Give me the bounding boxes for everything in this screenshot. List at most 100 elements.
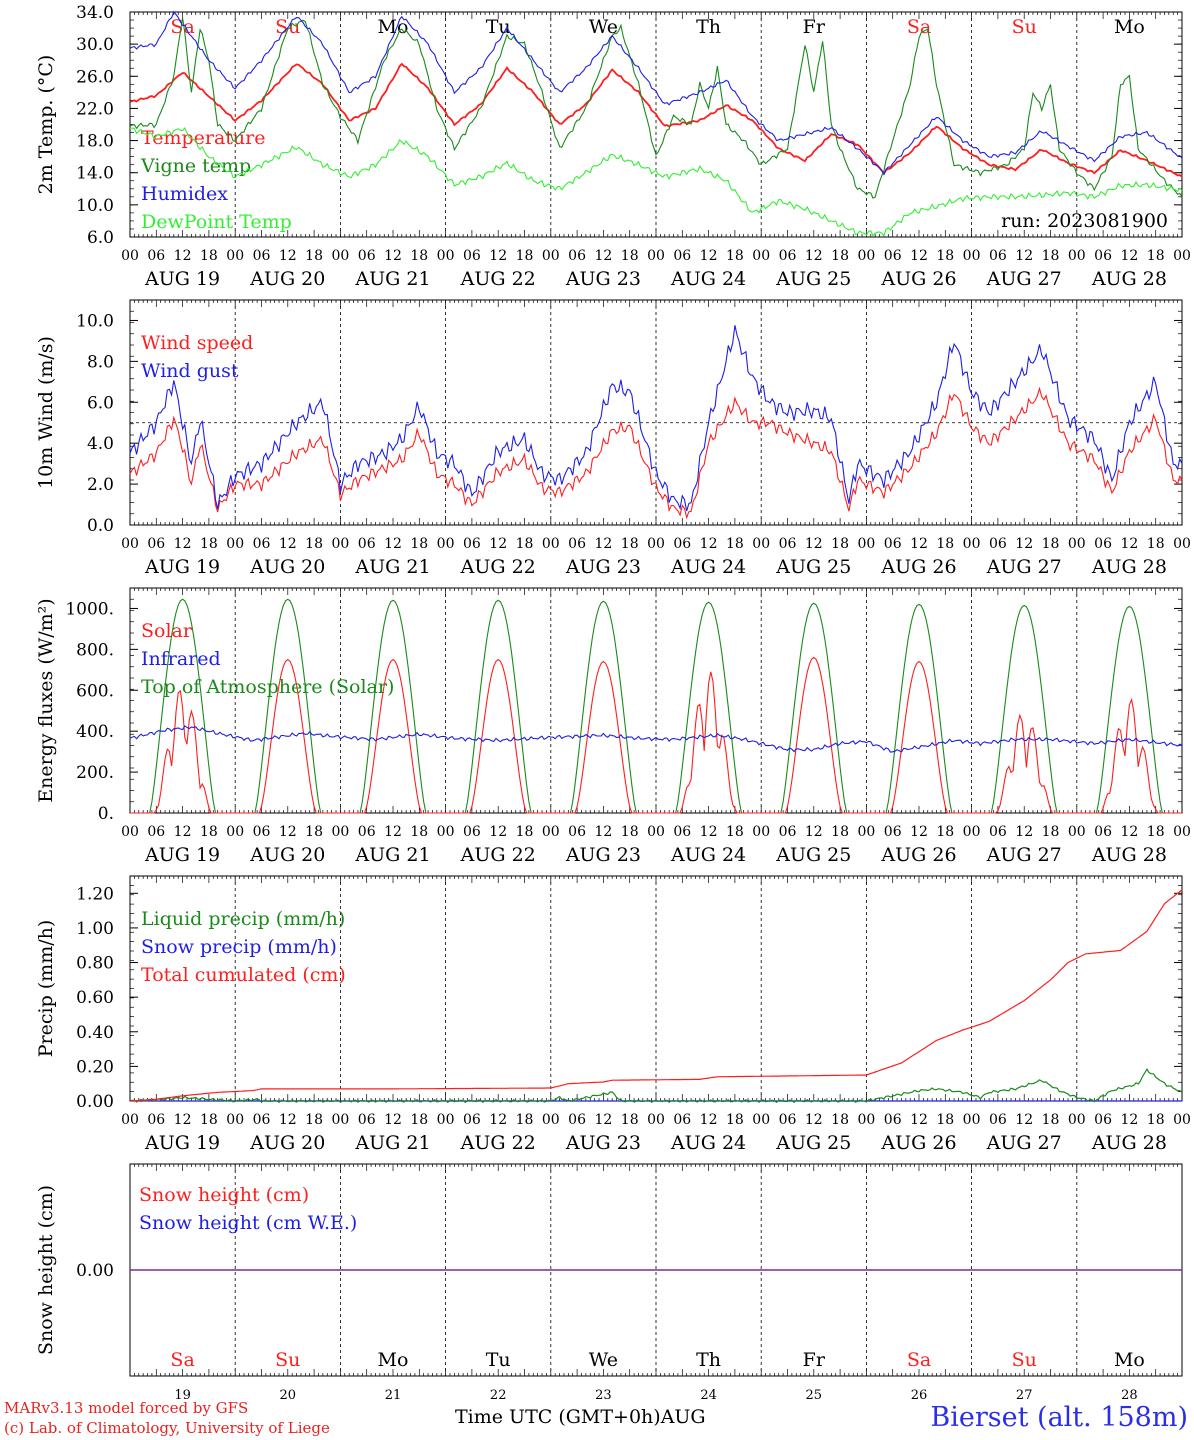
hour-tick-label: 06: [147, 1112, 165, 1128]
hour-tick-label: 06: [779, 248, 797, 264]
hour-tick-label: 00: [857, 1112, 875, 1128]
hour-tick-label: 06: [147, 824, 165, 840]
date-label: AUG 21: [354, 1132, 430, 1154]
y-tick-label: 10.0: [76, 196, 114, 216]
y-tick-label: 26.0: [76, 67, 114, 87]
hour-tick-label: 12: [1120, 824, 1138, 840]
hour-tick-label: 12: [279, 248, 297, 264]
hour-tick-label: 06: [779, 536, 797, 552]
hour-tick-label: 00: [542, 1112, 560, 1128]
series-line-total-cumulated-cm-: [129, 889, 1183, 1102]
date-label: AUG 25: [775, 268, 851, 290]
y-tick-label: 10.0: [76, 311, 114, 331]
hour-tick-label: 06: [463, 248, 481, 264]
date-label: AUG 20: [249, 556, 325, 578]
series-line-dewpoint-temp: [129, 126, 1183, 237]
day-number: 25: [806, 1388, 823, 1403]
hour-tick-label: 12: [1015, 824, 1033, 840]
y-tick-label: 0.60: [76, 988, 114, 1008]
series-line-vigne-temp: [129, 17, 1183, 199]
date-label: AUG 26: [880, 556, 956, 578]
date-label: AUG 21: [354, 556, 430, 578]
hour-tick-label: 12: [1015, 248, 1033, 264]
date-label: AUG 24: [670, 268, 746, 290]
date-label: AUG 25: [775, 1132, 851, 1154]
date-label: AUG 20: [249, 268, 325, 290]
hour-tick-label: 06: [989, 824, 1007, 840]
hour-tick-label: 06: [989, 1112, 1007, 1128]
hour-tick-label: 00: [121, 248, 139, 264]
legend-label: Temperature: [141, 127, 265, 149]
hour-tick-label: 00: [857, 824, 875, 840]
panel-frame-3: [129, 587, 1183, 814]
hour-tick-label: 12: [174, 536, 192, 552]
weekday-label: Su: [1012, 16, 1037, 38]
hour-tick-label: 06: [463, 536, 481, 552]
weekday-label: Tu: [486, 1349, 511, 1371]
date-label: AUG 28: [1091, 1132, 1167, 1154]
series-line-infrared: [129, 725, 1183, 753]
day-number: 22: [490, 1388, 507, 1403]
hour-tick-label: 06: [253, 824, 271, 840]
hour-tick-label: 00: [647, 1112, 665, 1128]
date-label: AUG 28: [1091, 844, 1167, 866]
hour-tick-label: 18: [516, 536, 534, 552]
day-number: 26: [911, 1388, 928, 1403]
date-label: AUG 25: [775, 556, 851, 578]
hour-tick-label: 00: [121, 824, 139, 840]
hour-tick-label: 06: [779, 824, 797, 840]
hour-tick-label: 00: [437, 824, 455, 840]
y-axis-title: Snow height (cm): [35, 1185, 57, 1355]
hour-tick-label: 18: [1042, 824, 1060, 840]
date-label: AUG 28: [1091, 556, 1167, 578]
y-tick-label: 800.: [76, 640, 114, 660]
day-number: 24: [700, 1388, 717, 1403]
date-label: AUG 26: [880, 268, 956, 290]
legend-label: Snow height (cm W.E.): [139, 1212, 357, 1234]
legend-label: Top of Atmosphere (Solar): [141, 676, 394, 698]
hour-tick-label: 06: [358, 536, 376, 552]
date-label: AUG 27: [986, 1132, 1062, 1154]
hour-tick-label: 12: [805, 824, 823, 840]
hour-tick-label: 00: [752, 248, 770, 264]
hour-tick-label: 12: [1015, 536, 1033, 552]
y-tick-label: 400.: [76, 722, 114, 742]
y-tick-label: 0.40: [76, 1023, 114, 1043]
date-label: AUG 19: [144, 268, 220, 290]
hour-tick-label: 12: [594, 248, 612, 264]
hour-tick-label: 00: [963, 248, 981, 264]
hour-tick-label: 00: [542, 248, 560, 264]
hour-tick-label: 18: [726, 1112, 744, 1128]
y-axis-title: Energy fluxes (W/m²): [35, 598, 57, 802]
hour-tick-label: 18: [200, 1112, 218, 1128]
hour-tick-label: 00: [857, 536, 875, 552]
hour-tick-label: 06: [568, 536, 586, 552]
legend-label: Wind speed: [141, 332, 253, 354]
weekday-label: Su: [275, 1349, 300, 1371]
hour-tick-label: 12: [1120, 248, 1138, 264]
hour-tick-label: 06: [673, 824, 691, 840]
hour-tick-label: 18: [1147, 248, 1165, 264]
hour-tick-label: 12: [910, 248, 928, 264]
date-label: AUG 27: [986, 556, 1062, 578]
lab-credit: (c) Lab. of Climatology, University of L…: [4, 1419, 330, 1437]
hour-tick-label: 12: [1120, 536, 1138, 552]
date-label: AUG 22: [460, 268, 536, 290]
hour-tick-label: 00: [331, 1112, 349, 1128]
weekday-label: Mo: [378, 1349, 409, 1371]
hour-tick-label: 00: [752, 1112, 770, 1128]
y-tick-label: 30.0: [76, 35, 114, 55]
weekday-label: Sa: [907, 1349, 931, 1371]
hour-tick-label: 18: [516, 1112, 534, 1128]
hour-tick-label: 18: [305, 824, 323, 840]
hour-tick-label: 00: [1068, 536, 1086, 552]
hour-tick-label: 18: [305, 536, 323, 552]
y-tick-label: 1000.: [65, 599, 114, 619]
day-number: 20: [280, 1388, 297, 1403]
hour-tick-label: 00: [121, 536, 139, 552]
y-tick-label: 0.80: [76, 954, 114, 974]
y-tick-label: 6.0: [87, 393, 114, 413]
hour-tick-label: 00: [752, 824, 770, 840]
weekday-label: Mo: [378, 16, 409, 38]
